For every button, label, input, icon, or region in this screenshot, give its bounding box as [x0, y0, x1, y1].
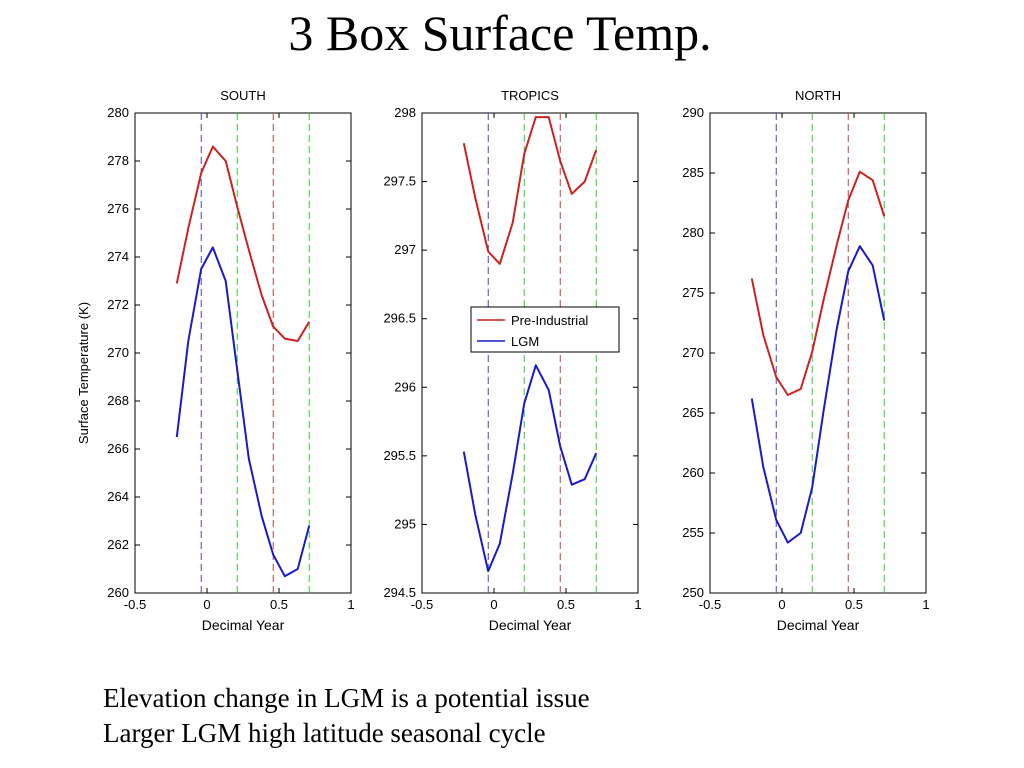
y-tick-label: 270 [107, 345, 129, 360]
legend-label: Pre-Industrial [511, 313, 588, 328]
y-tick-label: 268 [107, 393, 129, 408]
slide-title: 3 Box Surface Temp. [288, 5, 712, 61]
y-tick-label: 275 [682, 285, 704, 300]
y-tick-label: 276 [107, 201, 129, 216]
x-tick-label: 1 [634, 597, 641, 612]
y-tick-label: 264 [107, 489, 129, 504]
legend: Pre-Industrial LGM [470, 306, 620, 353]
y-tick-label: 266 [107, 441, 129, 456]
y-tick-label: 298 [394, 105, 416, 120]
chart-panel: -0.5 0 0.5 1 294.5 295 295.5 296 296.5 297 297.5 29… [383, 88, 641, 633]
x-tick-label: 0 [490, 597, 497, 612]
y-tick-label: 296.5 [383, 311, 416, 326]
lgm-series-line [750, 245, 886, 544]
x-axis-label: Decimal Year [777, 617, 860, 633]
plot-frame [134, 112, 352, 594]
legend-label: LGM [511, 334, 539, 349]
y-tick-label: 295 [394, 516, 416, 531]
pre-industrial-series-line [175, 145, 311, 342]
y-tick-label: 295.5 [383, 448, 416, 463]
x-axis-label: Decimal Year [489, 617, 572, 633]
x-tick-label: -0.5 [411, 597, 433, 612]
pre-industrial-series-line [750, 170, 886, 396]
y-tick-label: 297 [394, 242, 416, 257]
x-tick-label: 0.5 [845, 597, 863, 612]
y-tick-label: 296 [394, 379, 416, 394]
y-tick-label: 297.5 [383, 174, 416, 189]
y-tick-label: 262 [107, 537, 129, 552]
y-tick-label: 265 [682, 405, 704, 420]
chart-title: TROPICS [501, 88, 559, 103]
plot-frame [709, 112, 927, 594]
pre-industrial-series-line [462, 116, 598, 265]
y-tick-label: 260 [682, 465, 704, 480]
x-tick-label: -0.5 [699, 597, 721, 612]
chart-panel: -0.5 0 0.5 1 250 255 260 265 270 275 280 285 290 NORT… [682, 88, 929, 633]
bullet-item: Larger LGM high latitude seasonal cycle [103, 718, 546, 748]
y-tick-label: 290 [682, 105, 704, 120]
y-axis-label: Surface Temperature (K) [76, 302, 91, 444]
x-tick-label: 1 [922, 597, 929, 612]
x-tick-label: 0.5 [270, 597, 288, 612]
y-tick-label: 272 [107, 297, 129, 312]
x-tick-label: 0 [778, 597, 785, 612]
y-tick-label: 260 [107, 585, 129, 600]
x-axis-label: Decimal Year [202, 617, 285, 633]
y-tick-label: 280 [107, 105, 129, 120]
bullet-list: Elevation change in LGM is a potential i… [103, 681, 590, 751]
lgm-series-line [462, 364, 598, 573]
y-tick-label: 294.5 [383, 585, 416, 600]
y-tick-label: 280 [682, 225, 704, 240]
x-tick-label: -0.5 [124, 597, 146, 612]
y-tick-label: 285 [682, 165, 704, 180]
x-tick-label: 0.5 [557, 597, 575, 612]
legend-box [470, 306, 620, 353]
x-tick-label: 1 [347, 597, 354, 612]
x-tick-label: 0 [203, 597, 210, 612]
y-tick-label: 278 [107, 153, 129, 168]
chart-panel: -0.5 0 0.5 1 260 262 264 266 268 270 272 274 276 278 2… [76, 88, 355, 633]
bullet-item: Elevation change in LGM is a potential i… [103, 683, 590, 713]
y-tick-label: 274 [107, 249, 129, 264]
lgm-series-line [175, 246, 311, 578]
y-tick-label: 250 [682, 585, 704, 600]
chart-title: NORTH [795, 88, 841, 103]
plot-frame [421, 112, 639, 594]
y-tick-label: 255 [682, 525, 704, 540]
chart-title: SOUTH [220, 88, 266, 103]
y-tick-label: 270 [682, 345, 704, 360]
